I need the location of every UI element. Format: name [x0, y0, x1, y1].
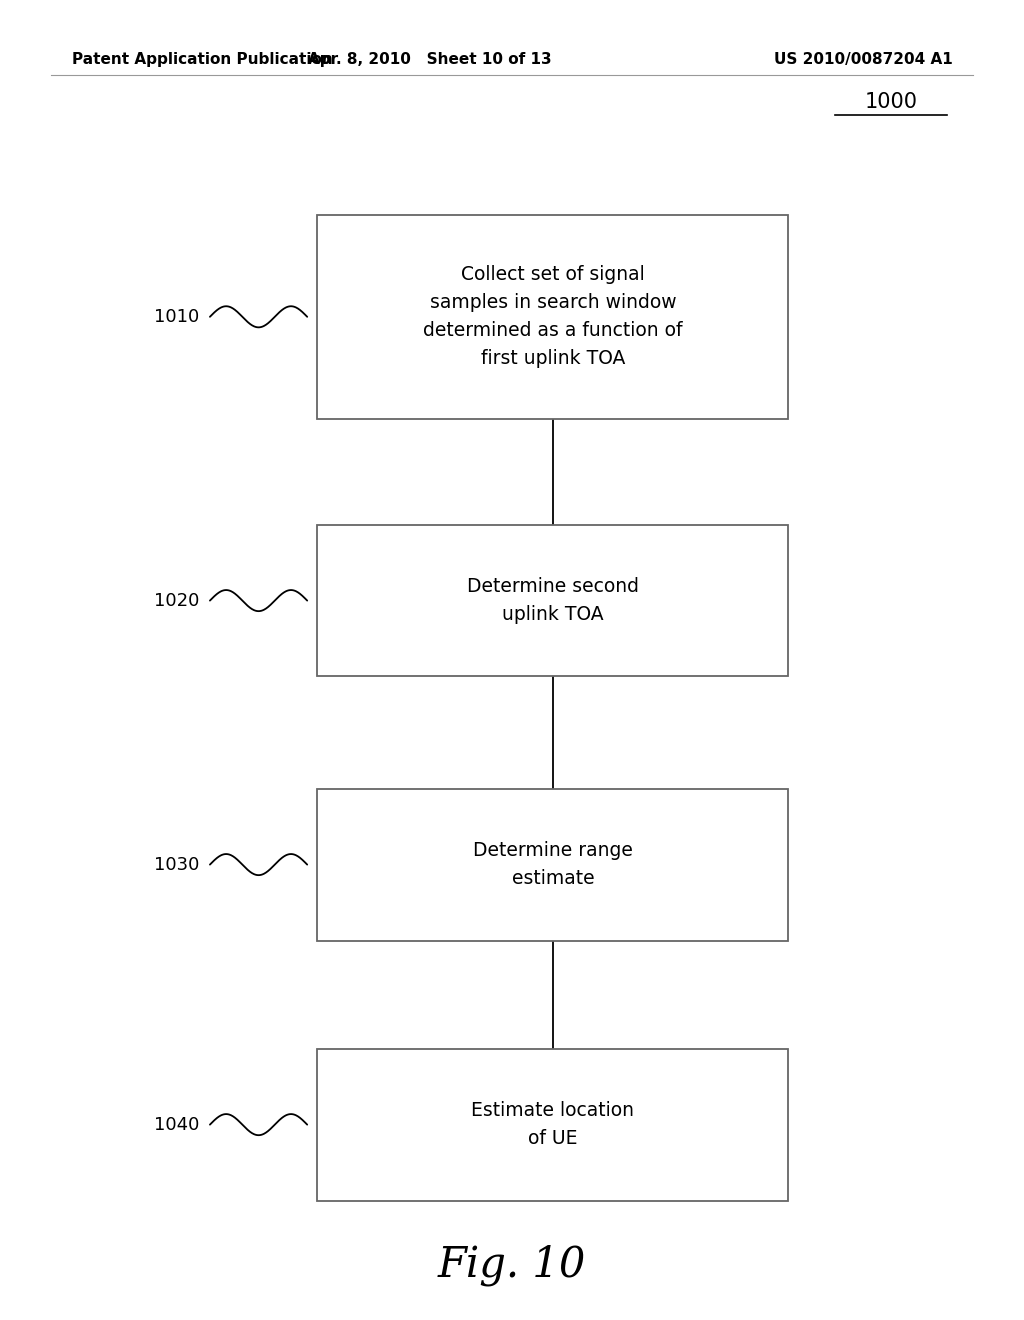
FancyBboxPatch shape — [317, 1048, 788, 1201]
Text: 1010: 1010 — [155, 308, 200, 326]
Text: Determine range
estimate: Determine range estimate — [473, 841, 633, 888]
Text: US 2010/0087204 A1: US 2010/0087204 A1 — [773, 51, 952, 67]
Text: Estimate location
of UE: Estimate location of UE — [471, 1101, 635, 1148]
FancyBboxPatch shape — [317, 524, 788, 676]
Text: 1030: 1030 — [155, 855, 200, 874]
FancyBboxPatch shape — [317, 214, 788, 420]
Text: Apr. 8, 2010   Sheet 10 of 13: Apr. 8, 2010 Sheet 10 of 13 — [308, 51, 552, 67]
Text: Patent Application Publication: Patent Application Publication — [72, 51, 333, 67]
Text: 1040: 1040 — [155, 1115, 200, 1134]
Text: Collect set of signal
samples in search window
determined as a function of
first: Collect set of signal samples in search … — [423, 265, 683, 368]
Text: Fig. 10: Fig. 10 — [438, 1243, 586, 1286]
Text: 1000: 1000 — [864, 92, 918, 112]
FancyBboxPatch shape — [317, 789, 788, 940]
Text: 1020: 1020 — [155, 591, 200, 610]
Text: Determine second
uplink TOA: Determine second uplink TOA — [467, 577, 639, 624]
